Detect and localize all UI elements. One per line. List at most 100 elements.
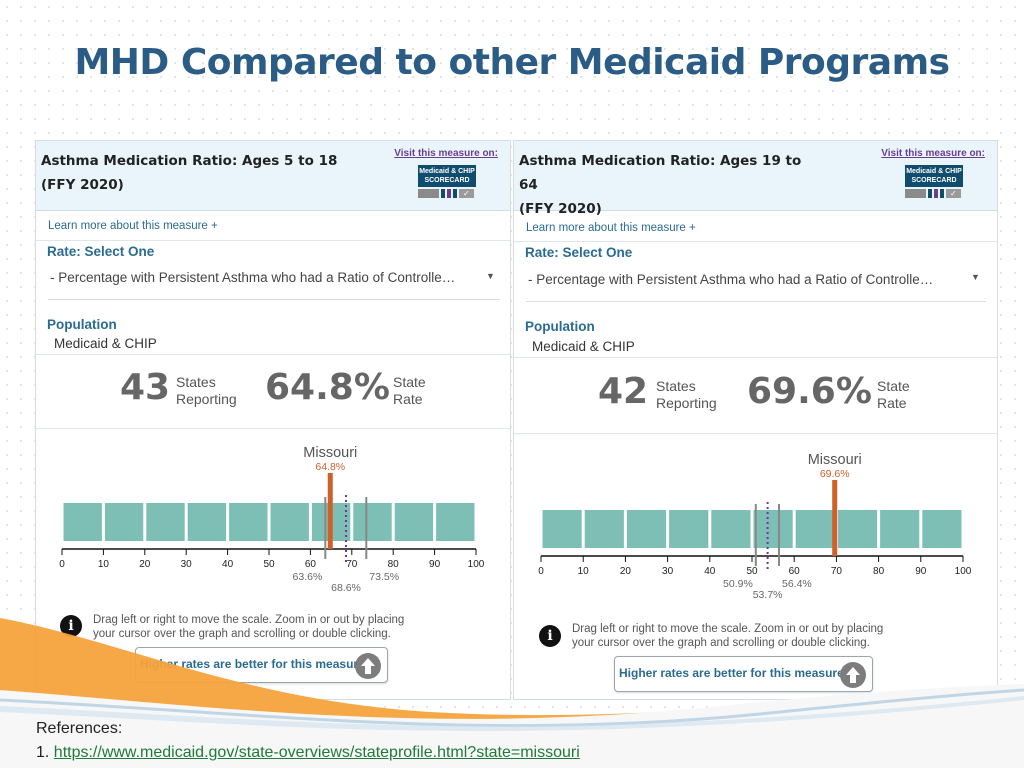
state-rate-label: 69.6% bbox=[820, 468, 850, 480]
scale-instructions: Drag left or right to move the scale. Zo… bbox=[572, 622, 912, 650]
rate-word-label: Rate bbox=[877, 395, 907, 411]
learn-more-link[interactable]: Learn more about this measure + bbox=[48, 220, 218, 232]
states-label: States bbox=[656, 378, 696, 394]
distribution-bar bbox=[353, 503, 392, 541]
state-label: State bbox=[393, 374, 426, 390]
measure-panel-ages-19-64: Asthma Medication Ratio: Ages 19 to 64 (… bbox=[513, 140, 998, 700]
badge-line-2: SCORECARD bbox=[911, 177, 957, 184]
stats-row: 42 States Reporting 69.6% State Rate bbox=[514, 363, 997, 423]
measure-period: (FFY 2020) bbox=[519, 201, 602, 217]
distribution-bar bbox=[584, 510, 624, 548]
state-rate-label: 64.8% bbox=[315, 461, 345, 473]
arrow-up-icon bbox=[840, 662, 866, 688]
states-count: 43 bbox=[120, 367, 171, 408]
measure-panel-ages-5-18: Asthma Medication Ratio: Ages 5 to 18 (F… bbox=[35, 140, 511, 700]
distribution-bar bbox=[229, 503, 268, 541]
references-label: References: bbox=[36, 720, 123, 737]
state-rate-value: 69.6% bbox=[747, 371, 872, 412]
info-icon: i bbox=[60, 615, 82, 637]
population-value: Medicaid & CHIP bbox=[532, 339, 635, 354]
x-axis-tick-label: 90 bbox=[429, 559, 441, 570]
measure-period: (FFY 2020) bbox=[41, 177, 124, 193]
distribution-bar bbox=[436, 503, 475, 541]
q1-label: 63.6% bbox=[293, 571, 323, 583]
state-rate-label: State Rate bbox=[877, 378, 910, 412]
higher-rates-better-button[interactable]: Higher rates are better for this measure bbox=[135, 647, 388, 683]
distribution-bar bbox=[146, 503, 185, 541]
panel-header: Asthma Medication Ratio: Ages 5 to 18 (F… bbox=[36, 141, 510, 211]
distribution-bar bbox=[669, 510, 709, 548]
x-axis-tick-label: 10 bbox=[98, 559, 110, 570]
x-axis-tick-label: 80 bbox=[873, 566, 885, 577]
measure-title-line: Asthma Medication Ratio: Ages 19 to 64 bbox=[519, 153, 802, 193]
population-label: Population bbox=[525, 319, 595, 334]
distribution-bar bbox=[922, 510, 962, 548]
median-label: 68.6% bbox=[331, 582, 361, 594]
x-axis-tick-label: 0 bbox=[59, 559, 65, 570]
distribution-bar bbox=[795, 510, 835, 548]
q3-label: 56.4% bbox=[782, 578, 812, 590]
x-axis-tick-label: 60 bbox=[305, 559, 317, 570]
reference-link[interactable]: https://www.medicaid.gov/state-overviews… bbox=[53, 744, 580, 761]
chevron-down-icon[interactable]: ▼ bbox=[486, 271, 495, 281]
state-label: State bbox=[877, 378, 910, 394]
arrow-up-icon bbox=[355, 653, 381, 679]
distribution-bar bbox=[270, 503, 309, 541]
higher-rates-better-button[interactable]: Higher rates are better for this measure bbox=[614, 656, 873, 692]
references: References: 1. https://www.medicaid.gov/… bbox=[36, 717, 580, 765]
distribution-bar bbox=[711, 510, 751, 548]
scorecard-logo: Medicaid & CHIP SCORECARD bbox=[418, 165, 476, 187]
rate-label: Rate: Select One bbox=[47, 244, 155, 259]
median-label: 53.7% bbox=[753, 589, 783, 601]
visit-measure-link[interactable]: Visit this measure on: bbox=[394, 148, 498, 159]
x-axis-tick-label: 100 bbox=[955, 566, 972, 577]
higher-rates-label: Higher rates are better for this measure bbox=[140, 657, 365, 671]
measure-title: Asthma Medication Ratio: Ages 5 to 18 (F… bbox=[41, 149, 341, 197]
state-rate-marker bbox=[327, 473, 333, 549]
population-value: Medicaid & CHIP bbox=[54, 336, 157, 351]
badge-line-2: SCORECARD bbox=[424, 177, 470, 184]
states-reporting-label: States Reporting bbox=[176, 374, 237, 408]
higher-rates-label: Higher rates are better for this measure bbox=[619, 666, 844, 680]
x-axis-tick-label: 30 bbox=[181, 559, 193, 570]
visit-measure-link[interactable]: Visit this measure on: bbox=[881, 148, 985, 159]
scorecard-badge[interactable]: Medicaid & CHIP SCORECARD ✓ bbox=[905, 165, 963, 199]
info-icon: i bbox=[539, 625, 561, 647]
rate-select[interactable]: - Percentage with Persistent Asthma who … bbox=[528, 272, 934, 287]
x-axis-tick-label: 70 bbox=[346, 559, 358, 570]
learn-more-link[interactable]: Learn more about this measure + bbox=[526, 222, 696, 234]
measure-title-line: Asthma Medication Ratio: Ages 5 to 18 bbox=[41, 153, 338, 169]
scale-instructions: Drag left or right to move the scale. Zo… bbox=[93, 613, 433, 641]
q1-label: 50.9% bbox=[723, 578, 753, 590]
distribution-bar bbox=[394, 503, 434, 541]
x-axis-tick-label: 0 bbox=[538, 566, 544, 577]
state-name-label: Missouri bbox=[303, 445, 357, 461]
x-axis-tick-label: 50 bbox=[746, 566, 758, 577]
x-axis-tick-label: 40 bbox=[704, 566, 716, 577]
measure-title: Asthma Medication Ratio: Ages 19 to 64 (… bbox=[519, 149, 819, 221]
state-rate-value: 64.8% bbox=[265, 367, 390, 408]
x-axis-tick-label: 20 bbox=[620, 566, 632, 577]
rate-select[interactable]: - Percentage with Persistent Asthma who … bbox=[50, 270, 456, 285]
x-axis-tick-label: 100 bbox=[468, 559, 485, 570]
distribution-bar bbox=[626, 510, 667, 548]
reporting-label: Reporting bbox=[656, 395, 717, 411]
distribution-bar bbox=[187, 503, 227, 541]
reference-item: 1. https://www.medicaid.gov/state-overvi… bbox=[36, 741, 580, 765]
rate-word-label: Rate bbox=[393, 391, 423, 407]
distribution-bar bbox=[880, 510, 920, 548]
x-axis-tick-label: 20 bbox=[139, 559, 151, 570]
scorecard-logo: Medicaid & CHIP SCORECARD bbox=[905, 165, 963, 187]
state-name-label: Missouri bbox=[808, 452, 862, 468]
scorecard-badge[interactable]: Medicaid & CHIP SCORECARD ✓ bbox=[418, 165, 476, 199]
scorecard-bars-icon: ✓ bbox=[905, 189, 963, 198]
x-axis-tick-label: 80 bbox=[388, 559, 400, 570]
states-reporting-label: States Reporting bbox=[656, 378, 717, 412]
x-axis-tick-label: 60 bbox=[789, 566, 801, 577]
scorecard-bars-icon: ✓ bbox=[418, 189, 476, 198]
chevron-down-icon[interactable]: ▼ bbox=[971, 272, 980, 282]
distribution-bar bbox=[753, 510, 793, 548]
instructions-line-1: Drag left or right to move the scale. Zo… bbox=[572, 623, 884, 635]
